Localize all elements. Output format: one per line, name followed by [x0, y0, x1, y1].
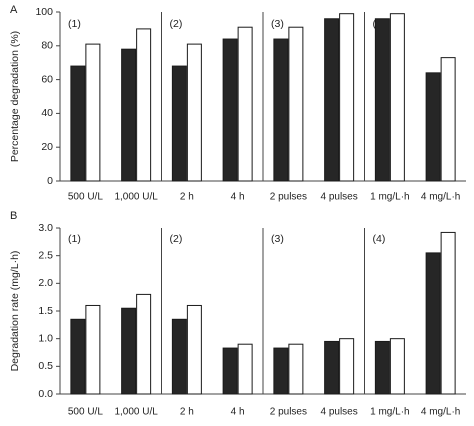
bar-series-1-0: [70, 318, 86, 395]
group-label: (4): [373, 233, 386, 245]
y-tick-label: 0.0: [38, 388, 53, 400]
group-label: (2): [170, 18, 183, 30]
bar-series-2-2: [186, 43, 202, 182]
y-tick-label: 60: [41, 73, 53, 85]
bar-series-1-1: [121, 307, 137, 395]
y-tick-label: 40: [41, 107, 53, 119]
group-label: (3): [271, 18, 284, 30]
y-tick-label: 1.5: [38, 305, 53, 317]
bar-series-1-4: [273, 347, 289, 395]
bar-series-1-5: [324, 18, 340, 182]
y-tick-label: 2.5: [38, 249, 53, 261]
x-tick-label: 1 mg/L·h: [370, 407, 409, 418]
x-tick-label: 4 h: [231, 407, 245, 418]
y-tick-label: 20: [41, 141, 53, 153]
x-tick-label: 2 pulses: [270, 192, 307, 203]
y-tick-label: 0: [47, 175, 53, 187]
bar-series-1-1: [121, 48, 137, 182]
bar-series-2-0: [85, 43, 101, 182]
bar-series-1-7: [425, 72, 441, 182]
y-tick-label: 100: [35, 6, 53, 18]
bar-series-2-5: [339, 338, 355, 395]
bar-series-2-0: [85, 304, 101, 395]
panel-label: B: [10, 210, 17, 222]
bar-series-2-7: [440, 57, 456, 182]
bar-series-2-3: [237, 26, 253, 182]
x-tick-label: 1,000 U/L: [114, 192, 158, 203]
x-tick-label: 4 pulses: [321, 407, 358, 418]
bar-series-2-7: [440, 231, 456, 395]
bar-series-2-4: [288, 26, 304, 182]
x-tick-label: 500 U/L: [68, 407, 103, 418]
bar-series-1-7: [425, 252, 441, 395]
y-tick-label: 80: [41, 40, 53, 52]
y-tick-label: 1.0: [38, 332, 53, 344]
group-label: (1): [68, 233, 81, 245]
bar-series-2-5: [339, 13, 355, 182]
bar-series-1-3: [222, 38, 238, 182]
x-tick-label: 1,000 U/L: [114, 407, 158, 418]
y-axis-label: Percentage degradation (%): [9, 31, 21, 162]
y-axis-label: Degradation rate (mg/L·h): [9, 251, 21, 372]
x-tick-label: 2 pulses: [270, 407, 307, 418]
x-tick-label: 1 mg/L·h: [370, 192, 409, 203]
group-label: (1): [68, 18, 81, 30]
y-tick-label: 2.0: [38, 277, 53, 289]
y-tick-label: 0.5: [38, 360, 53, 372]
chart-panel-b: B Degradation rate (mg/L·h) 0.0 0.5 1.0 1.5 2.…: [9, 210, 466, 418]
bar-series-1-3: [222, 347, 238, 395]
bar-series-2-3: [237, 343, 253, 395]
bar-series-1-2: [171, 318, 187, 395]
x-tick-label: 4 h: [231, 192, 245, 203]
bar-series-1-6: [374, 18, 390, 182]
panel-label: A: [10, 4, 18, 16]
x-tick-label: 4 mg/L·h: [421, 192, 460, 203]
chart-panel-a: A Percentage degradation (%) 0 20 40 60 80 100 (…: [9, 4, 466, 203]
x-tick-label: 4 mg/L·h: [421, 407, 460, 418]
bar-series-1-0: [70, 65, 86, 182]
bar-series-1-4: [273, 38, 289, 182]
group-label: (2): [170, 233, 183, 245]
x-tick-label: 2 h: [180, 407, 194, 418]
bar-series-1-2: [171, 65, 187, 182]
group-label: (3): [271, 233, 284, 245]
bar-series-1-5: [324, 340, 340, 395]
bar-series-1-6: [374, 340, 390, 395]
bar-series-2-4: [288, 343, 304, 395]
y-tick-label: 3.0: [38, 222, 53, 234]
bar-series-2-6: [389, 13, 405, 182]
bar-series-2-1: [136, 28, 152, 182]
bar-series-2-1: [136, 293, 152, 395]
x-tick-label: 2 h: [180, 192, 194, 203]
x-tick-label: 500 U/L: [68, 192, 103, 203]
x-tick-label: 4 pulses: [321, 192, 358, 203]
bar-series-2-6: [389, 338, 405, 395]
bar-series-2-2: [186, 304, 202, 395]
